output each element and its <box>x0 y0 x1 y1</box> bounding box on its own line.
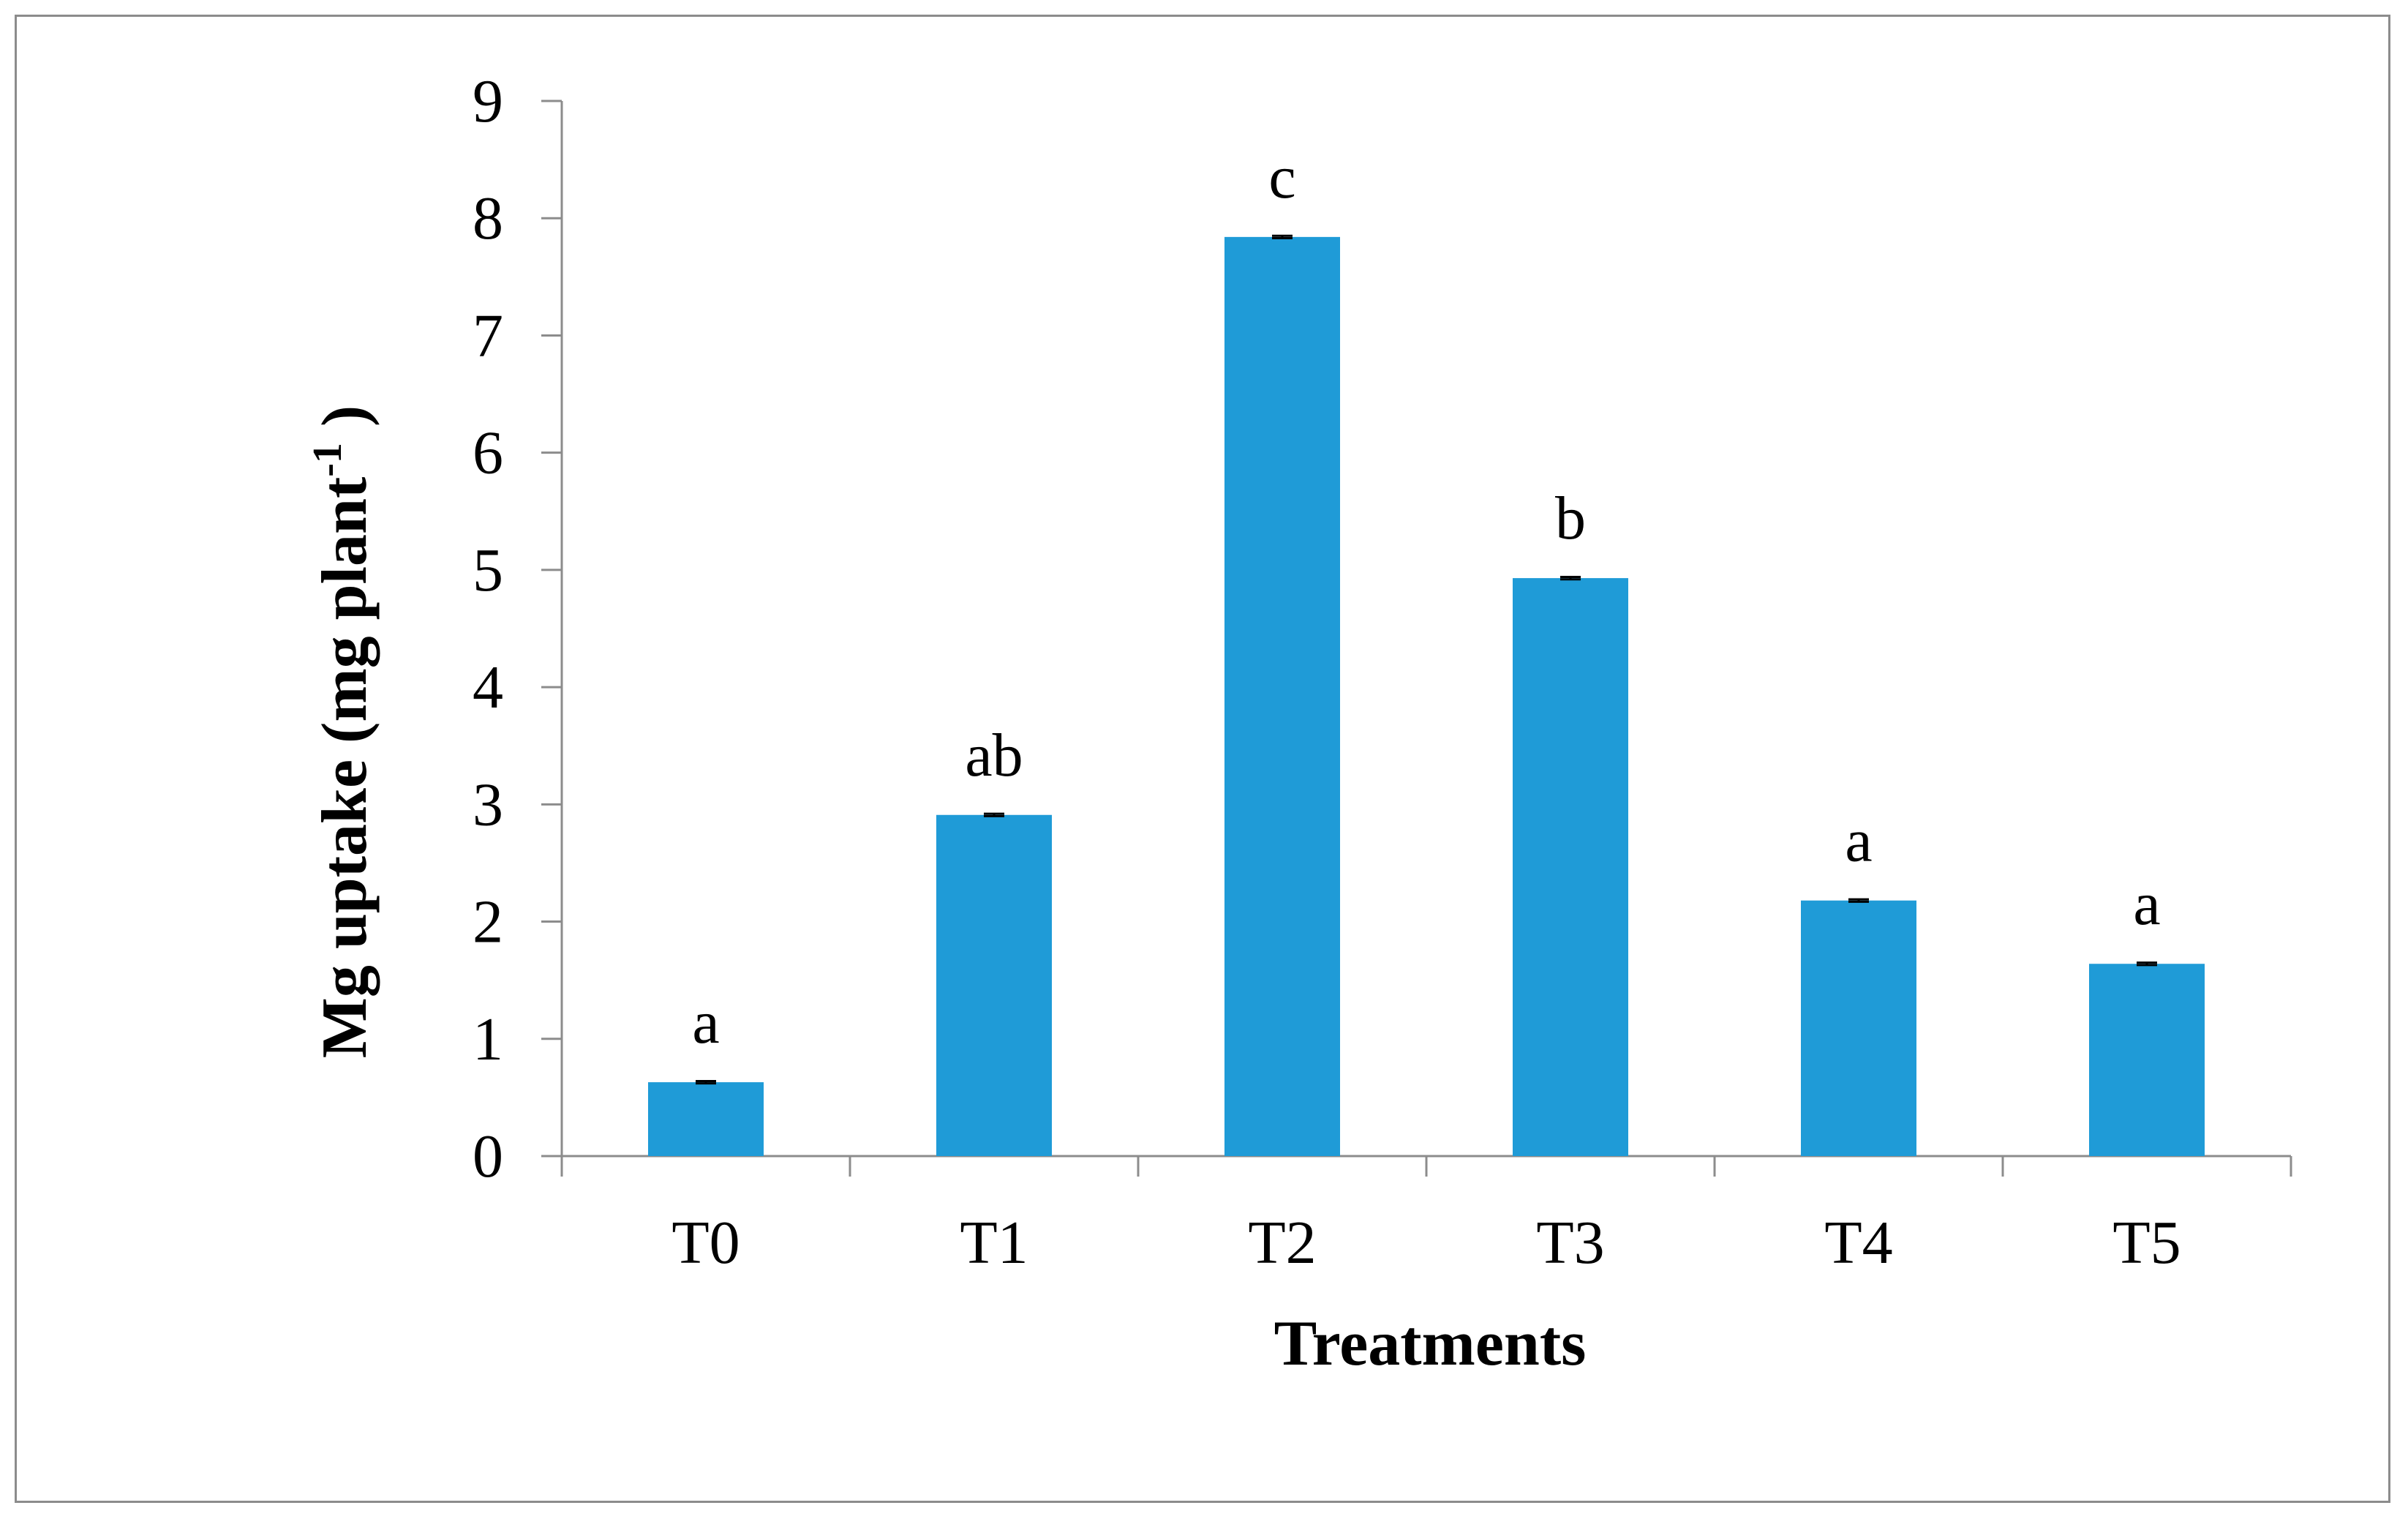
bar-t4 <box>1801 900 1916 1156</box>
x-tick-label: T0 <box>671 1209 740 1277</box>
x-tick-label: T3 <box>1536 1209 1604 1277</box>
y-tick-label: 6 <box>473 419 503 487</box>
significance-label: ab <box>965 721 1023 789</box>
x-tick-label: T4 <box>1824 1209 1892 1277</box>
significance-label: c <box>1268 143 1295 211</box>
y-tick-label: 1 <box>473 1005 503 1073</box>
chart-frame <box>15 15 2390 1503</box>
significance-label: a <box>2133 870 2160 938</box>
axes <box>560 101 2291 1158</box>
x-tick-label: T1 <box>960 1209 1028 1277</box>
y-tick-label: 3 <box>473 770 503 839</box>
y-axis-title-superscript: -1 <box>305 443 350 477</box>
x-tick-label: T2 <box>1248 1209 1316 1277</box>
y-tick-label: 7 <box>473 301 503 370</box>
bars: a ab c b a a <box>648 143 2205 1156</box>
bar-t0 <box>648 1082 764 1156</box>
y-axis-title-main: Mg uptake (mg plant <box>309 477 380 1059</box>
y-tick-label: 2 <box>473 888 503 956</box>
bar-t1 <box>936 814 1052 1156</box>
y-axis-title-end: ) <box>309 405 380 443</box>
y-tick-label: 0 <box>473 1122 503 1190</box>
y-tick-label: 8 <box>473 184 503 252</box>
x-axis-ticks: T0 T1 T2 T3 T4 T5 <box>560 1156 2292 1277</box>
x-axis-title: Treatments <box>1274 1308 1587 1379</box>
x-tick-label: T5 <box>2112 1209 2181 1277</box>
significance-label: a <box>692 989 719 1057</box>
significance-label: a <box>1845 807 1872 875</box>
y-axis-title: Mg uptake (mg plant-1 ) <box>305 405 380 1058</box>
y-tick-label: 4 <box>473 653 503 721</box>
significance-label: b <box>1555 484 1586 552</box>
bar-t5 <box>2089 964 2205 1156</box>
y-tick-label: 9 <box>473 67 503 135</box>
bar-t3 <box>1513 578 1628 1156</box>
y-tick-label: 5 <box>473 536 503 604</box>
bar-t2 <box>1224 236 1340 1156</box>
y-axis-ticks: 0 1 2 3 4 5 6 7 8 9 <box>473 67 562 1190</box>
